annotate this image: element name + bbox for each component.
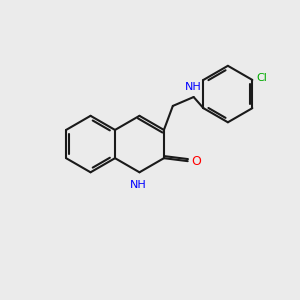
Text: NH: NH [130, 180, 146, 190]
Text: Cl: Cl [257, 74, 268, 83]
Text: O: O [191, 154, 201, 168]
Text: NH: NH [185, 82, 202, 92]
